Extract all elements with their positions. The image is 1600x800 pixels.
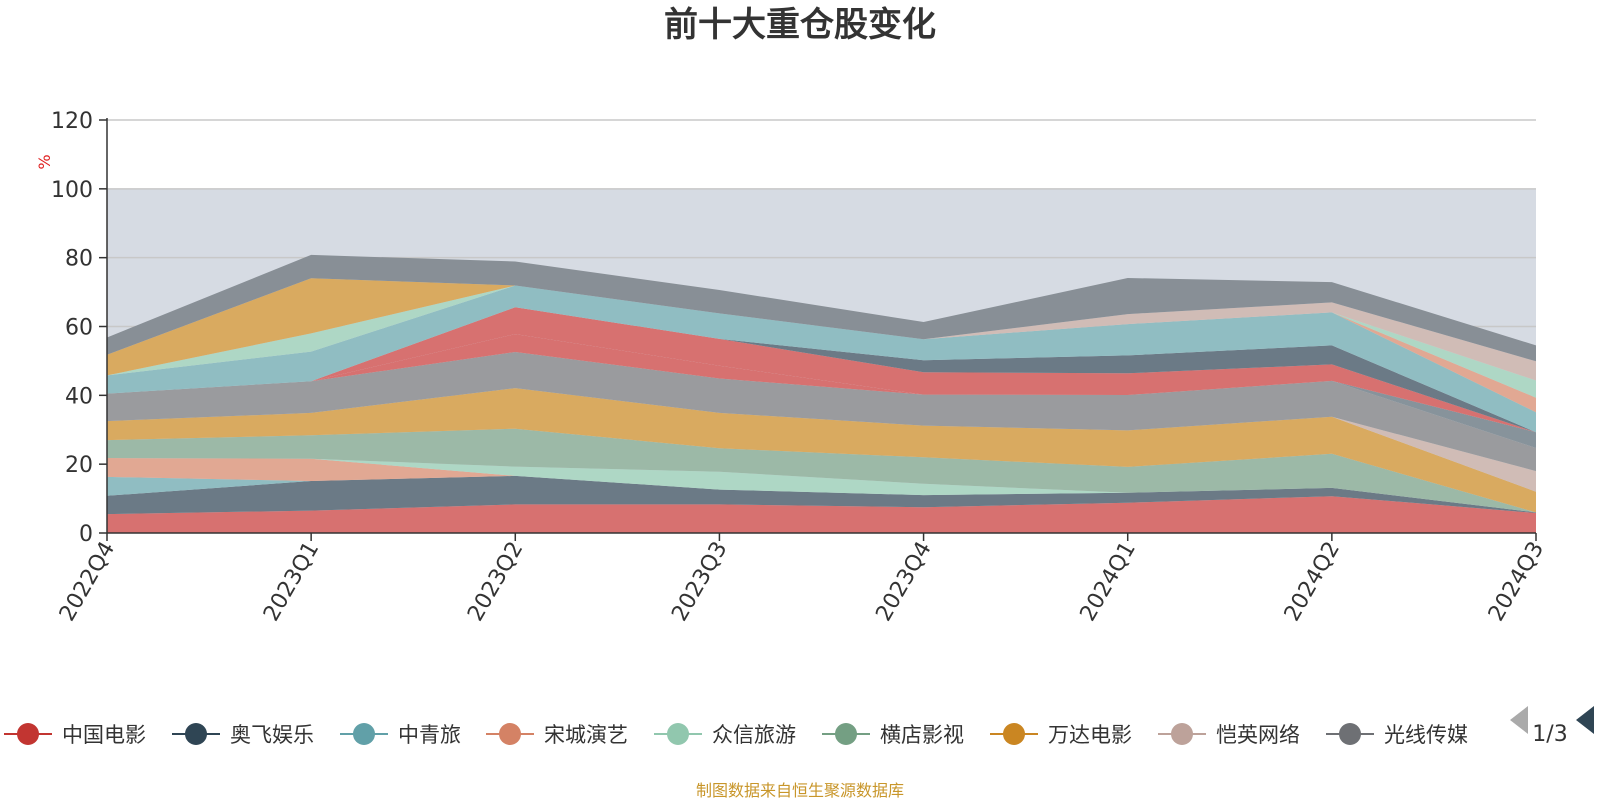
legend-label: 奥飞娱乐 [230, 723, 314, 747]
area-奥飞娱乐 [107, 475, 1536, 515]
y-tick-label: 100 [51, 178, 93, 203]
area-光线传媒 [107, 352, 1536, 472]
chart-title: 前十大重仓股变化 [664, 5, 936, 45]
area-横店影视 [107, 428, 1536, 513]
y-tick-label: 40 [65, 384, 93, 409]
legend-label: 恺英网络 [1216, 723, 1300, 747]
area-中国电影 [107, 496, 1536, 533]
legend-marker-icon [835, 723, 857, 745]
legend-marker-icon [1339, 723, 1361, 745]
x-tick-label: 2023Q2 [463, 538, 528, 626]
x-tick-label: 2024Q2 [1280, 538, 1345, 626]
y-tick-label: 60 [65, 316, 93, 341]
legend-item[interactable]: 众信旅游 [654, 723, 796, 747]
legend-item[interactable]: 横店影视 [822, 723, 964, 747]
y-tick-label: 20 [65, 453, 93, 478]
x-tick-label: 2024Q3 [1484, 538, 1549, 626]
area-众信旅游 [107, 458, 1536, 513]
area-series-11 [107, 334, 1536, 433]
legend-item[interactable]: 宋城演艺 [486, 723, 628, 747]
legend-label: 众信旅游 [712, 723, 796, 747]
legend-marker-icon [499, 723, 521, 745]
legend-label: 中青旅 [398, 723, 461, 747]
legend-page-indicator: 1/3 [1532, 722, 1567, 747]
x-tick-label: 2022Q4 [55, 538, 120, 626]
legend-marker-icon [667, 723, 689, 745]
y-tick-label: 0 [79, 522, 93, 547]
data-source-note: 制图数据来自恒生聚源数据库 [696, 781, 904, 800]
legend-marker-icon [17, 723, 39, 745]
triangle-left-icon[interactable] [1510, 706, 1528, 734]
legend-item[interactable]: 万达电影 [990, 723, 1132, 747]
legend-marker-icon [185, 723, 207, 745]
area-series-19 [107, 254, 1536, 362]
y-tick-label: 80 [65, 247, 93, 272]
y-axis-unit: % [35, 154, 54, 169]
area-series-14 [107, 285, 1536, 433]
legend-item[interactable]: 中青旅 [340, 723, 461, 747]
y-axis-ticks: 0 20 40 60 80 100 120 [51, 109, 107, 547]
area-series-12 [107, 307, 1536, 433]
legend-marker-icon [1003, 723, 1025, 745]
area-宋城演艺 [107, 458, 1536, 513]
x-axis-ticks: 2022Q4 2023Q1 2023Q2 2023Q3 2023Q4 2024Q1 2024… [55, 533, 1549, 626]
legend-label: 中国电影 [62, 723, 146, 747]
x-tick-label: 2024Q1 [1076, 538, 1141, 626]
legend-item[interactable]: 恺英网络 [1158, 723, 1300, 747]
legend: 中国电影 奥飞娱乐 中青旅 宋城演艺 众信旅游 横店影视 万达电影 恺英网络 光线传媒 [4, 723, 1468, 747]
legend-label: 万达电影 [1048, 723, 1132, 747]
x-tick-label: 2023Q1 [259, 538, 324, 626]
legend-item[interactable]: 中国电影 [4, 723, 146, 747]
area-万达电影 [107, 388, 1536, 513]
legend-item[interactable]: 光线传媒 [1326, 723, 1468, 747]
area-series [107, 254, 1536, 533]
legend-pager: 1/3 [1510, 706, 1594, 747]
x-tick-label: 2023Q4 [871, 538, 936, 626]
legend-label: 横店影视 [880, 723, 964, 747]
x-tick-label: 2023Q3 [667, 538, 732, 626]
y-tick-label: 120 [51, 109, 93, 134]
legend-item[interactable]: 奥飞娱乐 [172, 723, 314, 747]
legend-marker-icon [1171, 723, 1193, 745]
triangle-right-icon[interactable] [1576, 706, 1594, 734]
legend-label: 光线传媒 [1384, 723, 1468, 747]
legend-marker-icon [353, 723, 375, 745]
legend-label: 宋城演艺 [544, 723, 628, 747]
